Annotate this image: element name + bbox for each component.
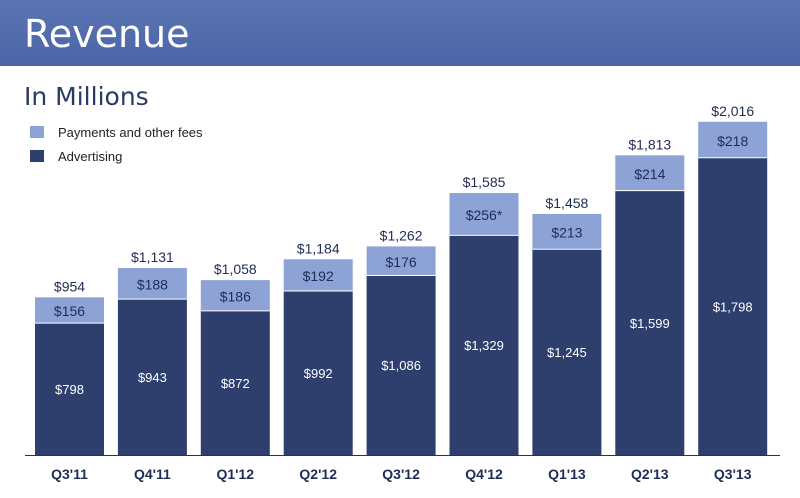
data-label-total: $1,058 — [214, 261, 257, 277]
data-label-advertising: $1,086 — [381, 358, 421, 373]
data-label-payments: $218 — [717, 133, 748, 149]
bar-payments — [366, 246, 436, 276]
data-label-total: $1,184 — [297, 240, 340, 256]
data-label-advertising: $1,329 — [464, 338, 504, 353]
bar-advertising — [615, 190, 685, 455]
bar-payments — [532, 213, 602, 250]
data-label-total: $1,458 — [545, 195, 588, 211]
bar-payments — [117, 268, 187, 300]
bar-payments — [698, 121, 768, 158]
legend: Payments and other fees Advertising — [30, 120, 203, 168]
bar-payments — [35, 297, 104, 324]
data-label-payments: $156 — [54, 303, 85, 319]
data-label-payments: $214 — [634, 166, 665, 182]
x-tick-label: Q2'12 — [299, 466, 337, 482]
data-label-advertising: $1,798 — [713, 299, 753, 314]
page-title: Revenue — [24, 12, 190, 56]
bar-advertising — [366, 275, 436, 455]
bar-payments — [200, 280, 270, 311]
legend-swatch-payments — [30, 126, 44, 138]
data-label-payments: $256* — [466, 207, 503, 223]
bar-payments — [283, 259, 353, 292]
data-label-payments: $186 — [220, 288, 251, 304]
bar-advertising — [283, 291, 353, 455]
x-tick-label: Q2'13 — [631, 466, 669, 482]
legend-item-payments: Payments and other fees — [30, 120, 203, 144]
data-label-total: $2,016 — [711, 103, 754, 119]
data-label-payments: $192 — [303, 268, 334, 284]
legend-label-advertising: Advertising — [58, 148, 123, 164]
legend-item-advertising: Advertising — [30, 144, 203, 168]
data-label-advertising: $992 — [304, 366, 333, 381]
data-label-advertising: $872 — [221, 376, 250, 391]
data-label-advertising: $1,245 — [547, 345, 587, 360]
legend-swatch-advertising — [30, 150, 44, 162]
bar-advertising — [200, 310, 270, 455]
data-label-total: $1,262 — [380, 227, 423, 243]
bar-advertising — [117, 299, 187, 455]
data-label-advertising: $798 — [55, 382, 84, 397]
bar-advertising — [698, 157, 768, 456]
data-label-total: $1,131 — [131, 249, 174, 265]
bar-payments — [615, 155, 685, 191]
data-label-payments: $188 — [137, 277, 168, 293]
x-tick-label: Q3'11 — [51, 466, 88, 482]
x-tick-label: Q1'12 — [217, 466, 255, 482]
data-label-payments: $176 — [386, 254, 417, 270]
x-tick-label: Q1'13 — [548, 466, 586, 482]
data-label-advertising: $943 — [138, 370, 167, 385]
x-tick-label: Q3'12 — [382, 466, 420, 482]
data-label-total: $1,585 — [463, 174, 506, 190]
bar-advertising — [449, 235, 519, 455]
x-tick-label: Q4'11 — [134, 466, 171, 482]
chart-subtitle: In Millions — [24, 82, 149, 111]
legend-label-payments: Payments and other fees — [58, 124, 203, 140]
bar-advertising — [532, 249, 602, 455]
data-label-total: $954 — [54, 278, 85, 294]
x-tick-label: Q4'12 — [465, 466, 503, 482]
bar-payments — [449, 192, 519, 236]
data-label-advertising: $1,599 — [630, 316, 670, 331]
data-label-total: $1,813 — [628, 136, 671, 152]
x-tick-label: Q3'13 — [714, 466, 752, 482]
title-banner: Revenue — [0, 0, 800, 66]
data-label-payments: $213 — [551, 225, 582, 241]
bar-advertising — [35, 323, 104, 455]
